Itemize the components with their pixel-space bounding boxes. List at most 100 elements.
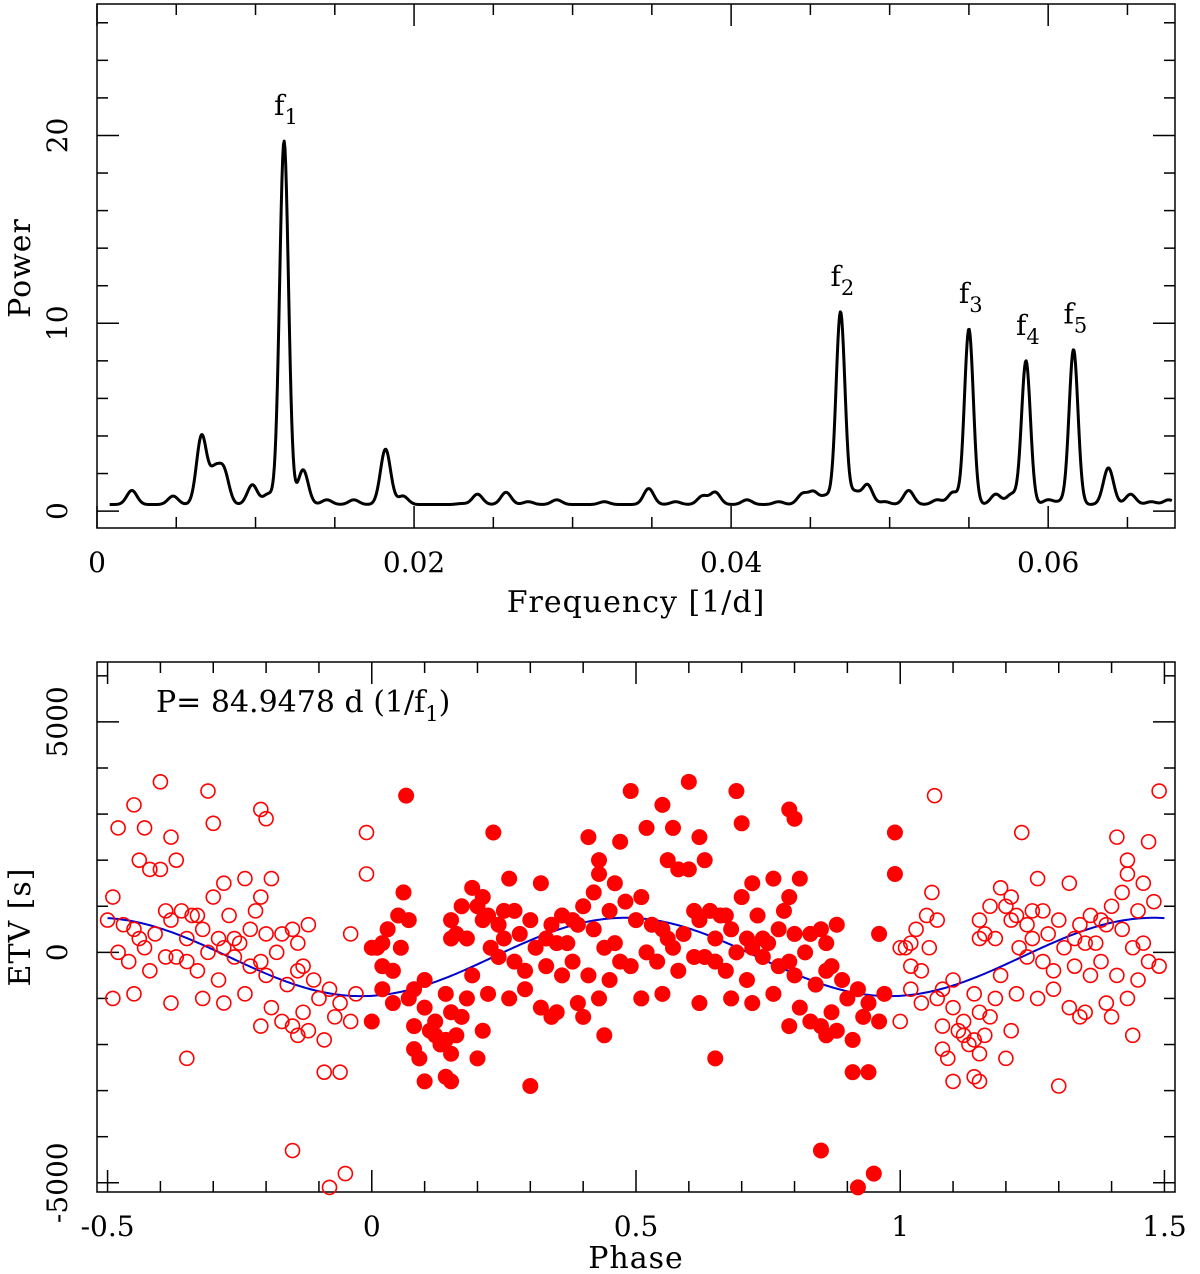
etv-point [580, 829, 597, 846]
etv-point-repeat [1093, 912, 1109, 928]
etv-point-repeat [892, 939, 909, 956]
etv-point-repeat [163, 995, 179, 1011]
etv-point-repeat [892, 1013, 909, 1030]
etv-point [617, 893, 634, 910]
etv-point [532, 875, 549, 892]
x-tick-label: -0.5 [81, 1210, 135, 1243]
etv-point-repeat [1072, 1009, 1088, 1025]
periodogram-x-axis-label: Frequency [1/d] [507, 585, 766, 620]
etv-point [643, 916, 660, 933]
etv-point-repeat [1119, 866, 1136, 882]
etv-point [538, 958, 555, 975]
peak-label-f4: f4 [1016, 309, 1040, 349]
etv-point [443, 930, 460, 947]
etv-point-repeat [1019, 949, 1035, 965]
etv-point-repeat [332, 1064, 348, 1080]
etv-point [701, 902, 718, 919]
etv-point-repeat [216, 995, 232, 1011]
etv-point-repeat [982, 898, 998, 915]
etv-point-repeat [971, 930, 988, 947]
etv-point [398, 787, 415, 804]
x-tick-label: 0 [88, 546, 106, 579]
etv-point-repeat [194, 990, 211, 1007]
etv-point-repeat [1061, 875, 1078, 892]
etv-point [744, 939, 761, 956]
etv-point [812, 921, 829, 938]
etv-point-repeat [1082, 907, 1099, 924]
etv-point-repeat [945, 972, 961, 988]
etv-point [754, 948, 771, 965]
etv-point-repeat [1109, 829, 1125, 845]
etv-point [691, 912, 708, 929]
etv-point [707, 953, 724, 970]
etv-point-repeat [290, 1027, 306, 1044]
etv-point-repeat [226, 949, 243, 965]
etv-point [707, 1050, 724, 1067]
etv-point-repeat [1140, 833, 1157, 850]
y-tick-label: 0 [41, 502, 74, 520]
etv-point [828, 916, 845, 933]
etv-point-repeat [902, 935, 919, 951]
x-tick-label: 0.02 [383, 546, 445, 579]
etv-point [622, 958, 639, 975]
etv-point-repeat [337, 1165, 354, 1182]
etv-point-repeat [945, 999, 961, 1016]
etv-point [443, 1045, 460, 1062]
etv-point-repeat [1061, 999, 1078, 1016]
peak-label-f5: f5 [1064, 298, 1088, 338]
etv-point-repeat [194, 921, 211, 938]
etv-point-repeat [311, 990, 327, 1007]
etv-point [379, 921, 396, 938]
etv-point-repeat [216, 875, 232, 892]
etv-point-repeat [971, 1004, 988, 1021]
etv-point-repeat [152, 861, 169, 878]
etv-point [812, 1142, 829, 1159]
etv-point [564, 953, 581, 970]
etv-point [654, 796, 671, 813]
etv-point-repeat [971, 912, 988, 928]
etv-point [628, 912, 644, 929]
etv-point-repeat [934, 1018, 951, 1034]
period-annotation-sub: 1 [425, 702, 438, 726]
etv-point [400, 990, 417, 1007]
etv-point [860, 995, 877, 1012]
etv-point-repeat [987, 990, 1004, 1007]
period-annotation-suffix: ) [439, 685, 451, 720]
etv-point [490, 916, 507, 933]
etv-point [437, 985, 454, 1002]
etv-point-repeat [126, 921, 142, 938]
etv-point-repeat [205, 889, 222, 905]
etv-point-repeat [1140, 953, 1157, 970]
etv-point-repeat [284, 1142, 301, 1159]
etv-point-repeat [147, 926, 163, 942]
etv-point-repeat [316, 1064, 333, 1080]
etv-point-repeat [926, 787, 943, 804]
x-tick-label: 1 [891, 1210, 909, 1243]
etv-point [501, 870, 518, 887]
etv-point-repeat [258, 810, 274, 827]
etv-point [601, 902, 618, 919]
etv-point-repeat [242, 958, 259, 974]
etv-x-axis-label: Phase [588, 1241, 684, 1274]
etv-point-repeat [966, 1032, 982, 1048]
etv-point-repeat [253, 1018, 269, 1034]
etv-point [728, 944, 745, 961]
etv-point [622, 783, 639, 800]
etv-point [606, 875, 623, 892]
etv-point [506, 953, 523, 970]
etv-point-repeat [1098, 995, 1115, 1011]
etv-point-repeat [326, 1009, 343, 1025]
etv-point-repeat [1024, 903, 1041, 919]
etv-point-repeat [173, 903, 190, 919]
etv-point-repeat [1045, 981, 1062, 998]
etv-point-repeat [295, 958, 311, 974]
etv-point [569, 916, 586, 933]
etv-point [781, 889, 798, 906]
etv-point [659, 852, 676, 869]
etv-point-repeat [284, 1018, 301, 1034]
etv-point [612, 833, 629, 850]
etv-point-repeat [1024, 930, 1041, 947]
etv-point [501, 990, 518, 1007]
etv-point [728, 783, 745, 800]
